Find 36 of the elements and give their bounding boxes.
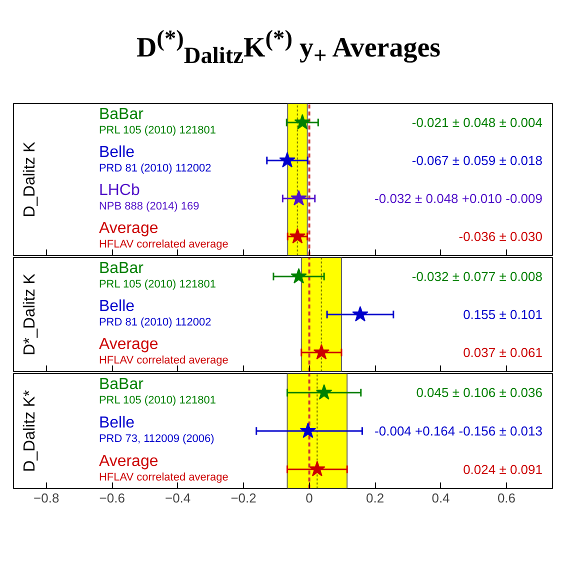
point — [289, 228, 306, 244]
y-tick-label: LHCb NPB 888 (2014) 169 — [98, 182, 200, 212]
x-tick-label: 0.2 — [366, 490, 384, 506]
y-axis-title: D_Dalitz K* — [21, 390, 38, 472]
y-tick-label: Average HFLAV correlated average — [98, 220, 228, 250]
x-tick-label: 0.6 — [497, 490, 516, 506]
point — [294, 114, 310, 130]
y-tick-label: Average HFLAV correlated average — [98, 452, 228, 484]
annotation: -0.021 ± 0.048 ± 0.004 — [412, 115, 543, 130]
y-tick-label: BaBar PRL 105 (2010) 121801 — [98, 106, 216, 136]
annotation: -0.032 ± 0.077 ± 0.008 — [412, 269, 543, 284]
annotation: -0.067 ± 0.059 ± 0.018 — [412, 153, 543, 168]
x-tick-label: 0.4 — [432, 490, 450, 506]
annotation: 0.045 ± 0.106 ± 0.036 — [416, 385, 542, 400]
x-tick-label: −0.8 — [34, 490, 60, 506]
annotation: -0.004 +0.164 -0.156 ± 0.013 — [374, 424, 543, 438]
annotation: 0.037 ± 0.061 — [463, 345, 542, 360]
y-tick-label: Belle PRD 81 (2010) 112002 — [98, 298, 212, 328]
y-axis-title: D_Dalitz K — [21, 141, 38, 218]
point — [279, 152, 296, 168]
y-axis-title: D*_Dalitz K — [21, 273, 38, 356]
annotation: -0.036 ± 0.030 — [458, 229, 543, 244]
x-tick-label: 0 — [306, 490, 313, 506]
y-tick-label: Belle PRD 81 (2010) 112002 — [98, 144, 212, 174]
point — [290, 190, 307, 206]
annotation: 0.024 ± 0.091 — [463, 462, 542, 477]
annotation: -0.032 ± 0.048 +0.010 -0.009 — [374, 191, 543, 206]
annotation: 0.155 ± 0.101 — [463, 307, 542, 322]
x-tick-label: −0.6 — [99, 490, 125, 506]
x-tick-label: −0.4 — [164, 490, 191, 506]
y-tick-label: Average HFLAV correlated average — [98, 336, 228, 366]
y-tick-label: Belle PRD 73, 112009 (2006) — [98, 414, 214, 445]
y-tick-label: BaBar PRL 105 (2010) 121801 — [98, 260, 216, 290]
y-tick-label: BaBar PRL 105 (2010) 121801 — [98, 376, 216, 407]
x-tick-label: −0.2 — [230, 490, 256, 506]
chart-title: D$^{(*)}$$_{Dalitz}$K$^{(*)}$ y$_{+}$ Averages — [135, 25, 442, 71]
